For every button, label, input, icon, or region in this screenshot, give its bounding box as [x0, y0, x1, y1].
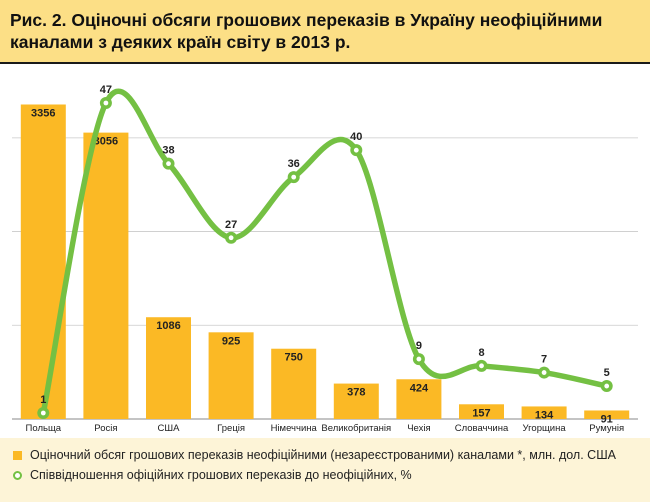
bar-series — [20, 104, 630, 420]
legend-label-bar: Оціночний обсяг грошових переказів неофі… — [30, 448, 616, 462]
bar-3 — [146, 317, 191, 419]
legend-item-line-series: Співвідношення офіційних грошових перека… — [13, 468, 412, 482]
x-tick-2: Росія — [94, 423, 117, 434]
bar-label-6: 378 — [347, 387, 365, 399]
legend-item-bar-series: Оціночний обсяг грошових переказів неофі… — [13, 448, 616, 462]
line-point-core-6 — [353, 147, 359, 153]
line-label-5: 36 — [288, 158, 300, 170]
title-divider — [0, 62, 650, 64]
line-point-core-3 — [166, 161, 171, 167]
x-tick-3: США — [158, 423, 181, 434]
x-tick-10: Румунія — [589, 423, 624, 434]
bar-10 — [584, 410, 630, 419]
line-point-core-10 — [604, 383, 610, 389]
bar-label-5: 750 — [285, 352, 303, 364]
bar-1 — [20, 104, 66, 419]
bar-7 — [396, 379, 442, 419]
line-label-4: 27 — [225, 219, 237, 231]
bar-label-2: 3056 — [94, 136, 118, 148]
x-tick-5: Німеччина — [271, 423, 318, 434]
line-label-1: 1 — [40, 394, 46, 406]
line-label-9: 7 — [541, 354, 547, 366]
bar-label-4: 925 — [222, 335, 240, 347]
legend-swatch-line — [13, 470, 22, 480]
bar-label-1: 3356 — [31, 107, 55, 119]
x-tick-7: Чехія — [407, 423, 430, 434]
title-band: Рис. 2. Оціночні обсяги грошових переказ… — [0, 0, 650, 62]
line-label-3: 38 — [162, 145, 174, 157]
line-point-core-5 — [291, 174, 297, 180]
chart-plot-area: 3356 3056 1086 925 750 378 424 157 134 91 1 47 38 27… — [12, 84, 638, 434]
legend-swatch-bar — [13, 450, 22, 460]
bar-5 — [271, 348, 317, 419]
line-point-core-4 — [228, 235, 234, 241]
x-tick-6: Великобританія — [321, 423, 391, 434]
line-label-7: 9 — [416, 340, 422, 352]
line-label-6: 40 — [350, 131, 362, 143]
x-tick-labels: Польща Росія США Греція Німеччина Великобрита… — [26, 423, 625, 434]
bar-label-7: 424 — [410, 382, 429, 394]
line-point-core-8 — [479, 363, 484, 369]
bar-6 — [333, 383, 379, 419]
line-label-8: 8 — [478, 347, 484, 359]
bar-label-3: 1086 — [156, 320, 180, 332]
bar-label-8: 157 — [472, 407, 490, 419]
bar-8 — [459, 404, 504, 419]
x-tick-4: Греція — [217, 423, 245, 434]
line-point-core-1 — [40, 410, 46, 416]
x-tick-1: Польща — [26, 423, 62, 434]
legend — [0, 438, 650, 502]
bar-label-9: 134 — [535, 409, 554, 421]
bar-2 — [83, 132, 129, 420]
bar-4 — [208, 332, 254, 419]
line-point-core-2 — [103, 100, 109, 106]
line-label-2: 47 — [100, 84, 112, 96]
line-point-core-9 — [541, 370, 547, 375]
x-tick-8: Словаччина — [455, 423, 509, 434]
chart-title: Рис. 2. Оціночні обсяги грошових переказ… — [10, 10, 603, 52]
line-point-core-7 — [416, 356, 422, 362]
line-series: 1 47 38 27 36 40 9 8 7 5 — [37, 84, 613, 419]
line-label-10: 5 — [604, 367, 610, 379]
bar-9 — [521, 406, 567, 419]
bar-label-10: 91 — [601, 413, 613, 425]
x-tick-9: Угорщина — [523, 423, 567, 434]
legend-label-line: Співвідношення офіційних грошових перека… — [30, 468, 412, 482]
